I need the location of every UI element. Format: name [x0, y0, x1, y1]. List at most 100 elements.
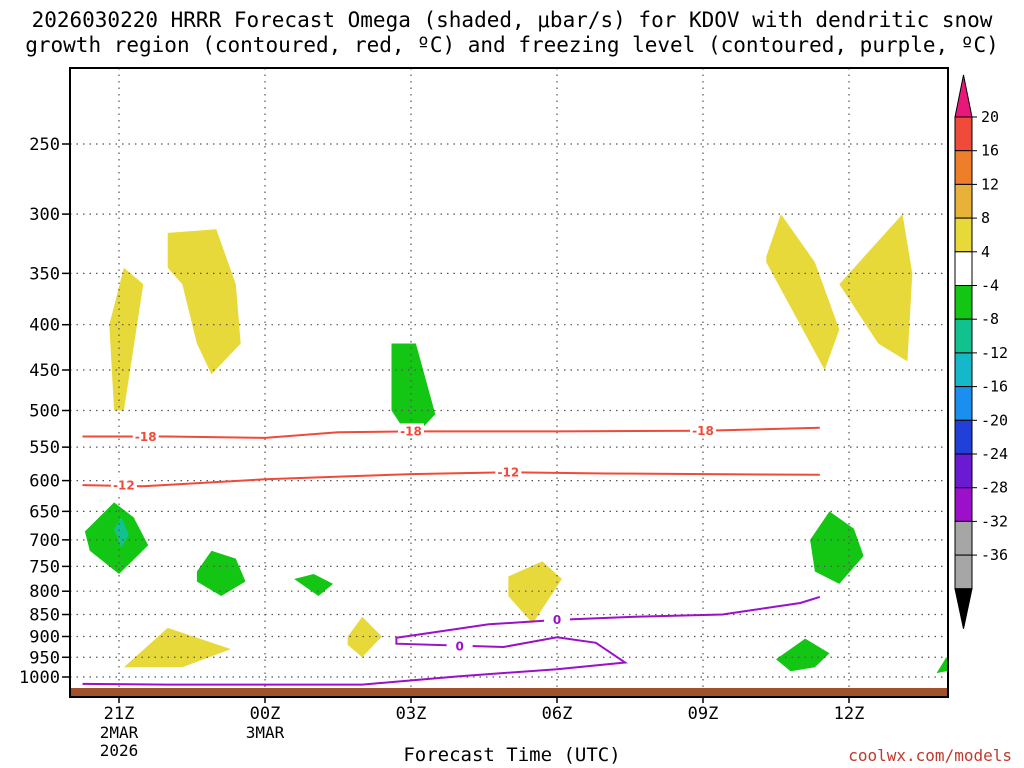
colorbar-label-16: 16 [981, 142, 999, 160]
y-tick-label-550: 550 [29, 438, 60, 458]
colorbar-box-12 [954, 520, 973, 556]
colorbar-label-8: 8 [981, 209, 990, 227]
plot-frame [69, 67, 949, 698]
colorbar-label--8: -8 [981, 310, 999, 328]
colorbar-box-2 [954, 183, 973, 219]
contour-label-m18-c: -18 [692, 424, 714, 438]
y-tick-label-1000: 1000 [19, 668, 60, 688]
omega-region-5 [508, 561, 562, 624]
y-tick-label-450: 450 [29, 361, 60, 381]
colorbar-label--20: -20 [981, 411, 1008, 429]
colorbar-bottom-arrow [954, 588, 973, 629]
colorbar-box-1 [954, 150, 973, 185]
colorbar-label-20: 20 [981, 108, 999, 126]
colorbar-box-8 [954, 386, 973, 421]
credit-link[interactable]: coolwx.com/models [848, 746, 1012, 765]
contour-dgz-m12 [82, 471, 820, 488]
grid [70, 68, 948, 697]
colorbar-label-4: 4 [981, 243, 990, 261]
colorbar-box-6 [954, 318, 973, 354]
chart-title: 2026030220 HRRR Forecast Omega (shaded, … [0, 8, 1024, 58]
omega-region-10 [294, 574, 334, 596]
y-tick-label-350: 350 [29, 264, 60, 284]
contour-dgz-m18 [82, 426, 820, 439]
omega-region-4 [123, 627, 231, 668]
contour-label-m18-b: -18 [400, 424, 422, 438]
contours: -18 -18 -18 -12 -12 0 0 [82, 423, 821, 686]
contour-label-m18-b-bg [398, 423, 424, 439]
contour-label-m12-a-bg [110, 477, 137, 493]
y-tick-label-300: 300 [29, 205, 60, 225]
omega-region-2 [766, 214, 840, 370]
omega-region-11 [810, 511, 864, 584]
omega-region-14 [114, 517, 129, 548]
y-tick-label-850: 850 [29, 606, 60, 626]
omega-region-1 [167, 229, 241, 375]
y-tick-label-400: 400 [29, 316, 60, 336]
x-tick-label-21Z: 21Z [104, 704, 135, 724]
colorbar-box-7 [954, 352, 973, 388]
colorbar-box-5 [954, 285, 973, 320]
colorbar-box-3 [954, 217, 973, 253]
y-tick-label-800: 800 [29, 582, 60, 602]
colorbar-box-9 [954, 419, 973, 455]
colorbar-box-13 [954, 554, 973, 590]
contour-label-m18-a-bg [132, 428, 159, 444]
colorbar: 20 16 12 8 4 -4 -8 -12 -16 -20 -24 -28 -32 -36 [954, 74, 1008, 629]
omega-region-3 [839, 214, 913, 362]
contour-label-m18-c-bg [690, 423, 716, 439]
contour-label-0-b: 0 [455, 640, 463, 654]
x-tick-label-06Z: 06Z [542, 704, 573, 724]
contour-label-m12-a: -12 [113, 479, 135, 493]
colorbar-label--12: -12 [981, 344, 1008, 362]
colorbar-top-arrow [954, 74, 973, 118]
colorbar-box-10 [954, 453, 973, 489]
colorbar-box-11 [954, 487, 973, 522]
omega-region-13 [936, 657, 948, 674]
title-line-1: 2026030220 HRRR Forecast Omega (shaded, … [31, 8, 993, 32]
colorbar-label--28: -28 [981, 479, 1008, 497]
x-tick-sublabel-2MAR: 2MAR [100, 723, 139, 742]
x-tick-label-00Z: 00Z [250, 704, 281, 724]
omega-region-8 [84, 502, 149, 574]
colorbar-label--36: -36 [981, 546, 1008, 564]
colorbar-label--24: -24 [981, 445, 1008, 463]
contour-label-m18-a: -18 [135, 430, 157, 444]
y-tick-label-500: 500 [29, 402, 60, 422]
contour-label-0-a: 0 [553, 613, 561, 627]
x-tick-sublabel-3MAR: 3MAR [246, 723, 285, 742]
contour-label-0-b-bg [446, 638, 473, 654]
omega-region-6 [347, 616, 382, 658]
ground-bar [70, 688, 948, 696]
y-tick-label-750: 750 [29, 557, 60, 577]
omega-region-9 [196, 550, 246, 596]
omega-region-12 [776, 638, 830, 672]
y-tick-label-900: 900 [29, 627, 60, 647]
contour-freezing-level [82, 595, 821, 686]
x-tick-sublabel-2026: 2026 [100, 741, 139, 760]
x-tick-label-12Z: 12Z [834, 704, 865, 724]
y-tick-label-600: 600 [29, 472, 60, 492]
colorbar-label--4: -4 [981, 277, 999, 295]
x-tick-label-03Z: 03Z [396, 704, 427, 724]
y-tick-label-250: 250 [29, 135, 60, 155]
x-tick-label-09Z: 09Z [688, 704, 719, 724]
colorbar-box-4 [954, 251, 973, 287]
omega-shading [84, 214, 948, 674]
colorbar-label--32: -32 [981, 512, 1008, 530]
contour-label-0-a-bg [544, 611, 570, 627]
omega-region-0 [109, 267, 144, 411]
colorbar-label-12: 12 [981, 175, 999, 193]
y-tick-label-950: 950 [29, 648, 60, 668]
y-tick-label-650: 650 [29, 502, 60, 522]
title-line-2: growth region (contoured, red, ºC) and f… [25, 33, 999, 57]
x-axis-label: Forecast Time (UTC) [403, 744, 621, 766]
y-axis: 2503003504004505005506006507007508008509… [19, 135, 70, 688]
colorbar-box-0 [954, 116, 973, 152]
contour-label-m12-b-bg [495, 464, 522, 480]
contour-label-m12-b: -12 [497, 466, 519, 480]
omega-region-7 [391, 343, 436, 441]
y-tick-label-700: 700 [29, 531, 60, 551]
colorbar-label--16: -16 [981, 378, 1008, 396]
